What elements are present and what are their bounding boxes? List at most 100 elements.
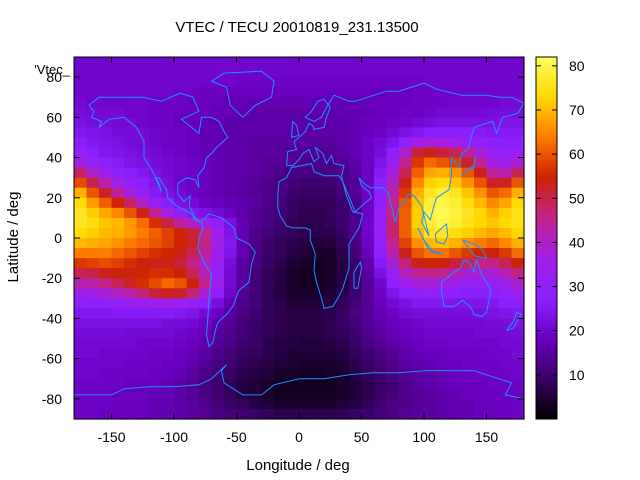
- heatmap-cell: [274, 298, 288, 309]
- heatmap-cell: [261, 187, 275, 199]
- heatmap-cell: [386, 187, 400, 199]
- heatmap-cell: [136, 358, 150, 370]
- heatmap-cell: [411, 127, 425, 139]
- heatmap-cell: [236, 227, 250, 239]
- heatmap-cell: [411, 358, 425, 370]
- heatmap-cell: [174, 97, 188, 108]
- heatmap-cell: [424, 378, 438, 390]
- heatmap-cell: [224, 398, 238, 410]
- heatmap-cell: [274, 117, 288, 128]
- heatmap-cell: [211, 57, 225, 68]
- heatmap-cell: [86, 157, 100, 169]
- heatmap-cell: [124, 67, 138, 78]
- heatmap-cell: [324, 87, 338, 98]
- heatmap-cell: [211, 207, 225, 219]
- heatmap-cell: [174, 318, 188, 330]
- heatmap-cells: [74, 57, 525, 420]
- heatmap-cell: [411, 67, 425, 78]
- heatmap-cell: [149, 137, 163, 149]
- heatmap-cell: [436, 278, 450, 289]
- heatmap-cell: [349, 338, 363, 350]
- heatmap-cell: [86, 67, 100, 78]
- heatmap-cell: [149, 298, 163, 309]
- heatmap-cell: [299, 167, 313, 179]
- heatmap-cell: [136, 177, 150, 189]
- heatmap-cell: [136, 398, 150, 410]
- heatmap-cell: [111, 167, 125, 179]
- heatmap-cell: [286, 197, 300, 209]
- heatmap-cell: [324, 328, 338, 340]
- heatmap-cell: [286, 147, 300, 159]
- heatmap-cell: [161, 298, 175, 309]
- heatmap-cell: [74, 67, 88, 78]
- heatmap-cell: [299, 227, 313, 239]
- heatmap-cell: [424, 248, 438, 259]
- heatmap-cell: [224, 197, 238, 209]
- heatmap-cell: [299, 57, 313, 68]
- heatmap-cell: [249, 288, 263, 299]
- heatmap-cell: [224, 408, 238, 420]
- heatmap-cell: [149, 368, 163, 380]
- heatmap-cell: [424, 278, 438, 289]
- heatmap-cell: [474, 328, 488, 340]
- heatmap-cell: [99, 137, 113, 149]
- heatmap-cell: [311, 87, 325, 98]
- heatmap-cell: [274, 268, 288, 279]
- heatmap-cell: [449, 358, 463, 370]
- heatmap-cell: [161, 77, 175, 88]
- heatmap-cell: [361, 368, 375, 380]
- heatmap-cell: [249, 398, 263, 410]
- heatmap-cell: [499, 157, 513, 169]
- heatmap-cell: [386, 117, 400, 128]
- heatmap-cell: [399, 197, 413, 209]
- heatmap-cell: [449, 77, 463, 88]
- heatmap-cell: [461, 368, 475, 380]
- heatmap-cell: [311, 177, 325, 189]
- heatmap-cell: [499, 278, 513, 289]
- heatmap-cell: [436, 328, 450, 340]
- heatmap-cell: [261, 288, 275, 299]
- heatmap-cell: [211, 238, 225, 249]
- heatmap-cell: [124, 187, 138, 199]
- heatmap-cell: [99, 338, 113, 350]
- heatmap-cell: [286, 67, 300, 78]
- colorbar-tick-label: 30: [569, 279, 585, 295]
- y-tick-label: -60: [42, 351, 62, 367]
- heatmap-cell: [99, 248, 113, 259]
- heatmap-cell: [499, 177, 513, 189]
- heatmap-cell: [249, 127, 263, 139]
- heatmap-cell: [136, 368, 150, 380]
- heatmap-cell: [74, 318, 88, 330]
- heatmap-cell: [349, 378, 363, 390]
- heatmap-cell: [299, 388, 313, 400]
- heatmap-cell: [361, 167, 375, 179]
- heatmap-cell: [411, 268, 425, 279]
- x-tick-label: 100: [412, 429, 436, 445]
- heatmap-cell: [386, 57, 400, 68]
- heatmap-cell: [111, 238, 125, 249]
- heatmap-cell: [436, 268, 450, 279]
- heatmap-cell: [86, 398, 100, 410]
- heatmap-cell: [236, 197, 250, 209]
- heatmap-cell: [224, 97, 238, 108]
- heatmap-cell: [236, 288, 250, 299]
- heatmap-cell: [274, 358, 288, 370]
- heatmap-cell: [86, 197, 100, 209]
- heatmap-cell: [249, 137, 263, 149]
- heatmap-cell: [374, 57, 388, 68]
- heatmap-cell: [136, 258, 150, 269]
- heatmap-cell: [399, 167, 413, 179]
- heatmap-cell: [474, 67, 488, 78]
- heatmap-cell: [324, 187, 338, 199]
- heatmap-cell: [461, 408, 475, 420]
- heatmap-cell: [424, 117, 438, 128]
- heatmap-cell: [486, 127, 500, 139]
- heatmap-cell: [111, 348, 125, 360]
- heatmap-cell: [74, 147, 88, 159]
- heatmap-cell: [461, 67, 475, 78]
- heatmap-cell: [349, 57, 363, 68]
- heatmap-cell: [361, 398, 375, 410]
- heatmap-cell: [261, 117, 275, 128]
- heatmap-cell: [74, 227, 88, 239]
- heatmap-cell: [386, 157, 400, 169]
